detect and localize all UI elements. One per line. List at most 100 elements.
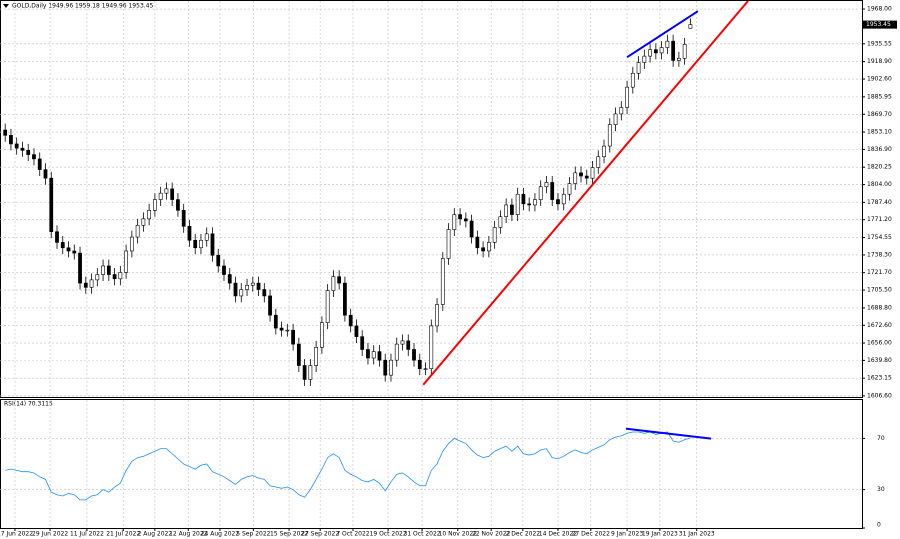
- candle-body: [43, 169, 48, 179]
- candle-body: [653, 49, 658, 54]
- y-tick-label: 1672.60: [867, 322, 892, 329]
- candle-body: [429, 325, 434, 370]
- candle-body: [245, 284, 249, 290]
- x-tick-label: 12 Aug 2022: [169, 531, 208, 538]
- trendline: [626, 10, 699, 59]
- candle-body: [567, 183, 572, 195]
- candle-body: [648, 49, 652, 57]
- candle-body: [32, 154, 36, 160]
- candle-body: [26, 150, 31, 155]
- candle-body: [135, 224, 140, 238]
- candle-body: [642, 55, 647, 63]
- candle-body: [475, 236, 480, 249]
- candle-body: [291, 329, 295, 345]
- y2-tick-label: 0: [877, 522, 881, 529]
- y-tick-label: 1656.00: [867, 340, 892, 347]
- candle-body: [458, 214, 462, 220]
- x-tick-label: 31 Oct 2022: [404, 531, 441, 538]
- x-tick-label: 24 Aug 2022: [201, 531, 240, 538]
- candle-body: [193, 239, 198, 249]
- candle-body: [170, 188, 175, 200]
- candle-body: [602, 145, 606, 158]
- candle-body: [60, 242, 65, 249]
- y-tick-label: 1705.50: [867, 287, 892, 294]
- y-tick-label: 1754.55: [867, 234, 892, 241]
- current-price-label: 1953.45: [866, 21, 891, 28]
- x-tick-label: 2 Aug 2022: [138, 531, 173, 538]
- y2-tick-label: 70: [877, 435, 885, 442]
- y2-tick-label: 30: [877, 486, 885, 493]
- candle-body: [129, 236, 134, 252]
- candle-body: [492, 227, 497, 243]
- y-tick-label: 1902.60: [867, 76, 892, 83]
- candle-body: [101, 265, 105, 275]
- indicator-title: RSI(14) 70.3115: [4, 401, 53, 408]
- x-tick-label: 10 Nov 2022: [439, 531, 478, 538]
- y-tick-label: 1885.95: [867, 93, 892, 100]
- candle-body: [463, 218, 468, 222]
- candle-body: [308, 365, 313, 380]
- candle-body: [296, 343, 301, 366]
- candle-body: [619, 107, 624, 115]
- y-tick-label: 1623.15: [867, 375, 892, 382]
- x-tick-label: 21 Jul 2022: [106, 531, 140, 538]
- x-tick-label: 14 Dec 2022: [539, 531, 578, 538]
- candle-body: [671, 40, 676, 61]
- y-tick-label: 1820.25: [867, 164, 892, 171]
- y-tick-label: 1918.90: [867, 58, 892, 65]
- candle-body: [181, 209, 186, 227]
- candle-body: [14, 143, 19, 149]
- candle-body: [486, 242, 491, 252]
- candle-body: [682, 44, 687, 59]
- candle-body: [78, 252, 82, 284]
- candle-body: [250, 282, 255, 286]
- candle-body: [314, 347, 319, 366]
- candle-body: [504, 204, 509, 218]
- candle-body: [544, 182, 549, 188]
- candle-body: [66, 247, 71, 252]
- indicator-panel: [0, 399, 863, 529]
- candle-body: [164, 188, 169, 194]
- y-tick-label: 1935.55: [867, 40, 892, 47]
- trendline: [422, 1, 749, 386]
- candle-body: [383, 359, 388, 376]
- candle-body: [579, 172, 583, 177]
- candle-body: [665, 40, 670, 48]
- candle-body: [677, 57, 681, 61]
- candle-body: [199, 239, 203, 249]
- candle-body: [176, 199, 180, 211]
- candle-body: [325, 290, 330, 324]
- candle-body: [590, 167, 595, 179]
- candle-body: [521, 193, 526, 205]
- candle-body: [389, 359, 393, 376]
- trendline: [625, 427, 712, 440]
- candle-body: [527, 203, 532, 206]
- candle-body: [550, 182, 555, 200]
- candle-body: [636, 62, 641, 74]
- candle-body: [37, 158, 42, 170]
- candle-body: [515, 193, 520, 215]
- candle-body: [153, 199, 157, 211]
- candle-body: [222, 265, 226, 275]
- candle-body: [573, 172, 578, 184]
- candle-body: [9, 135, 13, 145]
- candle-body: [417, 359, 422, 370]
- candle-body: [400, 340, 405, 345]
- candle-body: [584, 175, 589, 179]
- candle-body: [561, 193, 566, 205]
- candle-body: [481, 247, 485, 252]
- candle-body: [204, 233, 209, 241]
- candle-body: [233, 282, 238, 297]
- x-tick-label: 7 Oct 2022: [336, 531, 369, 538]
- candle-body: [112, 274, 117, 280]
- x-tick-label: 5 Sep 2022: [236, 531, 270, 538]
- candle-body: [147, 209, 152, 220]
- menu-icon: [3, 4, 9, 8]
- candle-body: [279, 327, 284, 331]
- y-tick-label: 1688.80: [867, 304, 892, 311]
- candle-body: [141, 218, 146, 226]
- x-tick-label: 9 Jan 2023: [611, 531, 643, 538]
- candle-body: [158, 192, 163, 200]
- x-tick-label: 22 Nov 2022: [472, 531, 511, 538]
- y-tick-label: 1787.40: [867, 199, 892, 206]
